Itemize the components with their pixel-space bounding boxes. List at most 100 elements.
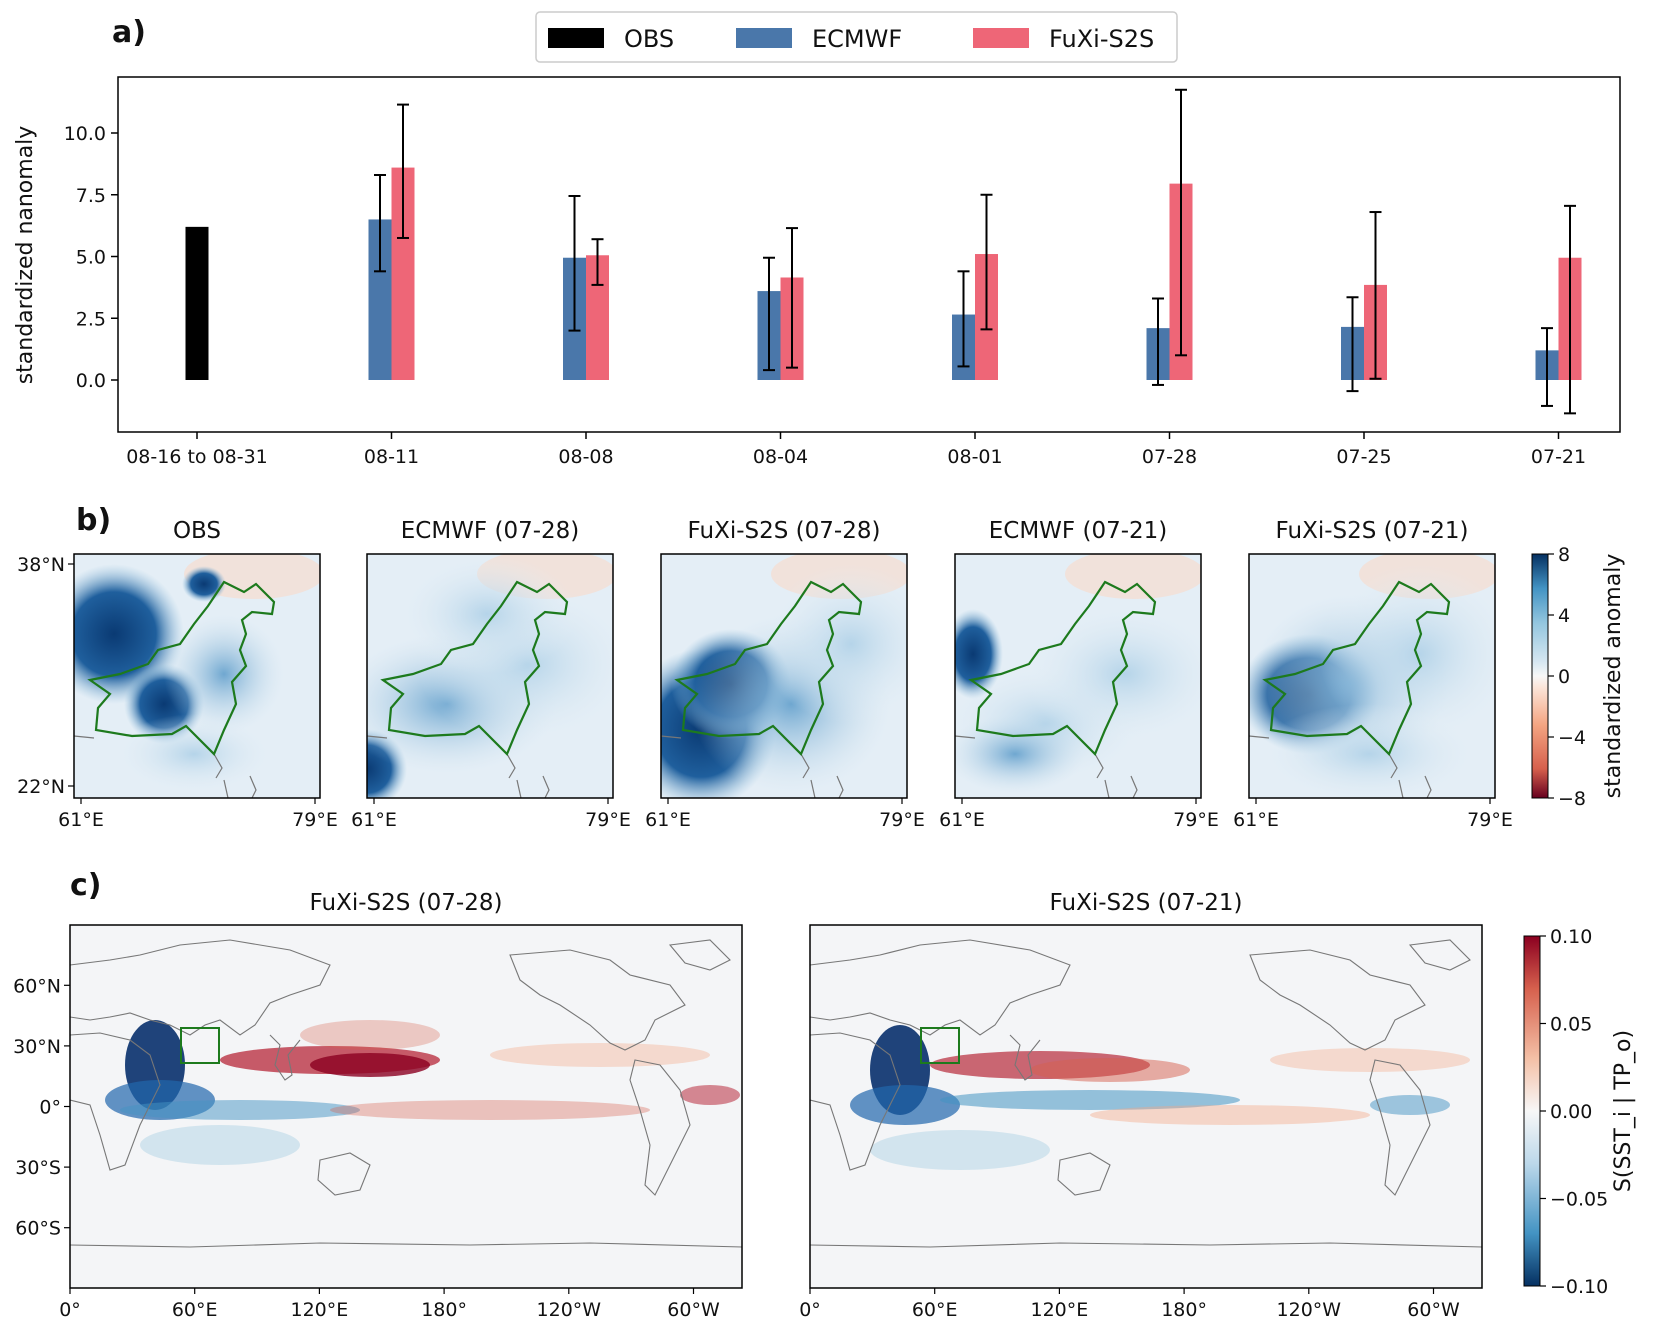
- x-tick-label: 07-21: [1531, 446, 1586, 468]
- map-field: [955, 554, 1201, 798]
- map-title: FuXi-S2S (07-28): [688, 518, 881, 544]
- coastline: [661, 735, 844, 798]
- bars: [185, 88, 1582, 415]
- sensitivity-feature: [1270, 1048, 1470, 1072]
- sensitivity-feature: [330, 1100, 650, 1120]
- colorbar-c-ticks: 0.10 0.05 0.00 −0.05 −0.10: [1540, 926, 1608, 1298]
- sensitivity-feature: [490, 1043, 710, 1067]
- map-title: ECMWF (07-21): [989, 518, 1168, 544]
- x-tick-label: 60°W: [667, 1299, 720, 1321]
- colorbar-tick-label: 0.10: [1550, 926, 1592, 948]
- legend-box: [535, 11, 1178, 63]
- y-tick-label: 0.0: [76, 370, 106, 392]
- anomaly-blob: [114, 714, 274, 794]
- panel-c-label: c): [70, 868, 102, 903]
- coastline: [1249, 735, 1432, 798]
- anomaly-blob: [761, 564, 907, 724]
- coastline: [810, 939, 1071, 1036]
- coastline: [70, 1242, 742, 1248]
- sensitivity-feature: [300, 1020, 440, 1050]
- colorbar-tick-label: −8: [1558, 788, 1586, 810]
- x-tick-label: 08-16 to 08-31: [126, 446, 268, 468]
- x-tick-label: 61°E: [58, 809, 104, 831]
- x-tick-label: 0°: [799, 1299, 821, 1321]
- map-field: [70, 925, 742, 1288]
- sensitivity-feature: [940, 1090, 1240, 1110]
- bar-plot-frame: [117, 76, 1621, 433]
- x-tick-label: 61°E: [939, 809, 985, 831]
- sensitivity-feature: [680, 1085, 740, 1105]
- coastline: [1009, 1034, 1041, 1081]
- y-tick-label: 5.0: [76, 247, 106, 269]
- coastline: [810, 1242, 1482, 1248]
- map-b-3: FuXi-S2S (07-28) 61°E 79°E: [645, 518, 925, 831]
- coastline: [629, 1059, 691, 1196]
- map-frame: [660, 553, 908, 799]
- colorbar-tick-label: −4: [1558, 727, 1586, 749]
- panel-a-label: a): [112, 15, 146, 50]
- x-tick-label: 120°W: [537, 1299, 602, 1321]
- coastline: [509, 949, 686, 1051]
- x-tick-label: 120°E: [291, 1299, 349, 1321]
- map-field: [661, 554, 907, 798]
- x-ticks: 08-16 to 08-31 08-11 08-08 08-04 08-01 07-28 0…: [126, 432, 1586, 468]
- coastline: [317, 1152, 371, 1196]
- map-field: [367, 554, 613, 798]
- bar-obs: [185, 226, 209, 380]
- x-tick-label: 79°E: [879, 809, 925, 831]
- x-tick-label: 60°W: [1407, 1299, 1460, 1321]
- coastline: [74, 735, 257, 798]
- coastline: [1249, 949, 1426, 1051]
- map-title: FuXi-S2S (07-21): [1050, 890, 1243, 916]
- map-c-1: FuXi-S2S (07-28) 0° 60°E 120°E 180° 120°W 60°W…: [13, 890, 743, 1321]
- coastline: [955, 735, 1138, 798]
- x-tick-label: 120°W: [1277, 1299, 1342, 1321]
- positive-anomaly: [1065, 554, 1201, 599]
- map-title: FuXi-S2S (07-28): [310, 890, 503, 916]
- legend-label-ecmwf: ECMWF: [812, 25, 902, 53]
- legend-swatch-obs: [548, 28, 604, 48]
- x-tick-label: 60°E: [172, 1299, 218, 1321]
- coastline: [810, 1032, 901, 1171]
- sensitivity-feature: [310, 1053, 430, 1077]
- y-tick-label: 2.5: [76, 308, 106, 330]
- coastline: [70, 939, 331, 1036]
- colorbar-tick-label: −0.10: [1550, 1276, 1608, 1298]
- map-title: OBS: [173, 518, 221, 544]
- map-field: [74, 554, 320, 798]
- colorbar-tick-label: 4: [1558, 605, 1570, 627]
- panel-b-label: b): [76, 503, 111, 538]
- bar-fuxi-s2s: [391, 167, 415, 380]
- map-frame: [954, 553, 1202, 799]
- x-tick-label: 79°E: [585, 809, 631, 831]
- map-frame: [809, 924, 1483, 1289]
- colorbar-c-label: S(SST_i | TP_o): [1611, 1030, 1636, 1192]
- legend-label-obs: OBS: [624, 25, 674, 53]
- y-tick-label: 30°N: [13, 1036, 61, 1058]
- x-tick-label: 07-25: [1336, 446, 1391, 468]
- legend-swatch-fuxi: [973, 28, 1029, 48]
- colorbar-b-ticks: 8 4 0 −4 −8: [1548, 544, 1586, 810]
- x-tick-label: 61°E: [351, 809, 397, 831]
- coastline: [70, 1032, 161, 1171]
- anomaly-blob: [1319, 564, 1495, 744]
- colorbar-b: 8 4 0 −4 −8 standardized anomaly: [1531, 544, 1626, 810]
- x-tick-label: 120°E: [1031, 1299, 1089, 1321]
- map-b-4: ECMWF (07-21) 61°E 79°E: [939, 518, 1219, 831]
- map-frame: [73, 553, 321, 799]
- legend-label-fuxi: FuXi-S2S: [1049, 25, 1154, 53]
- sensitivity-feature: [140, 1125, 300, 1165]
- target-region-box: [180, 1027, 220, 1064]
- sensitivity-feature: [850, 1085, 960, 1125]
- colorbar-tick-label: −0.05: [1550, 1189, 1608, 1211]
- colorbar-tick-label: 8: [1558, 544, 1570, 566]
- y-tick-label: 38°N: [17, 554, 65, 576]
- y-tick-label: 22°N: [17, 776, 65, 798]
- x-tick-label: 79°E: [292, 809, 338, 831]
- colorbar-tick-label: 0.00: [1550, 1101, 1592, 1123]
- anomaly-blob: [1259, 704, 1479, 798]
- country-border: [968, 580, 1157, 756]
- y-tick-label: 7.5: [76, 185, 106, 207]
- x-tick-label: 180°: [1161, 1299, 1207, 1321]
